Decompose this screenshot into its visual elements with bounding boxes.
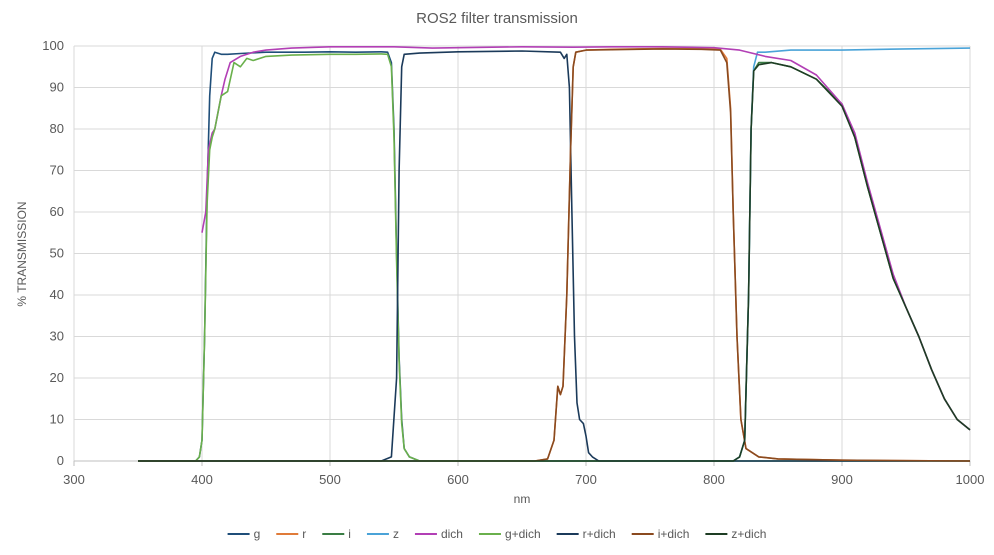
- chart-title: ROS2 filter transmission: [416, 10, 578, 27]
- y-tick-label: 0: [57, 453, 64, 468]
- x-tick-label: 500: [319, 472, 341, 487]
- legend-label: r+dich: [583, 527, 616, 541]
- y-tick-label: 100: [42, 38, 64, 53]
- series-line-dich: [201, 46, 971, 431]
- grid-layer: [73, 45, 971, 461]
- legend-item-z: z: [366, 527, 399, 541]
- legend-label: z: [393, 527, 399, 541]
- legend-label: g: [254, 527, 261, 541]
- series-line-r-plus-dich: [138, 50, 970, 462]
- y-tick-label: 20: [50, 370, 64, 385]
- series-layer: [138, 46, 971, 462]
- x-axis-title: nm: [514, 492, 531, 506]
- y-tick-label: 80: [50, 121, 64, 136]
- y-tick-label: 60: [50, 204, 64, 219]
- legend-item-r: r: [276, 527, 306, 541]
- legend-item-dich: dich: [414, 527, 463, 541]
- legend-item-i: i: [322, 527, 351, 541]
- legend-label: i: [348, 527, 351, 541]
- legend-item-g: g: [227, 527, 261, 541]
- y-tick-label: 70: [50, 163, 64, 178]
- legend-label: i+dich: [658, 527, 690, 541]
- series-line-i: [138, 61, 971, 462]
- legend-label: r: [302, 527, 306, 541]
- legend-label: g+dich: [505, 527, 541, 541]
- legend: g r i z dich g+dich r+dich i+dich z+dich: [227, 527, 766, 541]
- y-axis-title: % TRANSMISSION: [15, 201, 29, 306]
- series-line-i-plus-dich: [138, 48, 971, 462]
- y-tick-label: 30: [50, 329, 64, 344]
- x-tick-label: 900: [831, 472, 853, 487]
- x-tick-label: 400: [191, 472, 213, 487]
- series-line-z-plus-dich: [138, 61, 971, 462]
- legend-item-g-plus-dich: g+dich: [478, 527, 541, 541]
- x-tick-label: 1000: [956, 472, 985, 487]
- y-tick-label: 10: [50, 412, 64, 427]
- legend-label: z+dich: [731, 527, 766, 541]
- legend-item-r-plus-dich: r+dich: [556, 527, 616, 541]
- legend-label: dich: [441, 527, 463, 541]
- series-line-g-plus-dich: [138, 53, 970, 462]
- legend-item-i-plus-dich: i+dich: [631, 527, 690, 541]
- x-tick-label: 600: [447, 472, 469, 487]
- x-tick-label: 300: [63, 472, 85, 487]
- legend-item-z-plus-dich: z+dich: [705, 527, 766, 541]
- y-tick-label: 50: [50, 246, 64, 261]
- y-tick-label: 40: [50, 287, 64, 302]
- y-tick-label: 90: [50, 80, 64, 95]
- x-tick-label: 800: [703, 472, 725, 487]
- x-tick-label: 700: [575, 472, 597, 487]
